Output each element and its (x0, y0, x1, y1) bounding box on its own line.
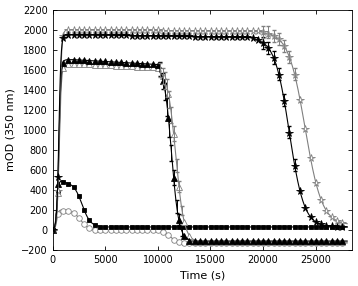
Y-axis label: mOD (350 nm): mOD (350 nm) (6, 88, 15, 171)
X-axis label: Time (s): Time (s) (180, 271, 225, 281)
